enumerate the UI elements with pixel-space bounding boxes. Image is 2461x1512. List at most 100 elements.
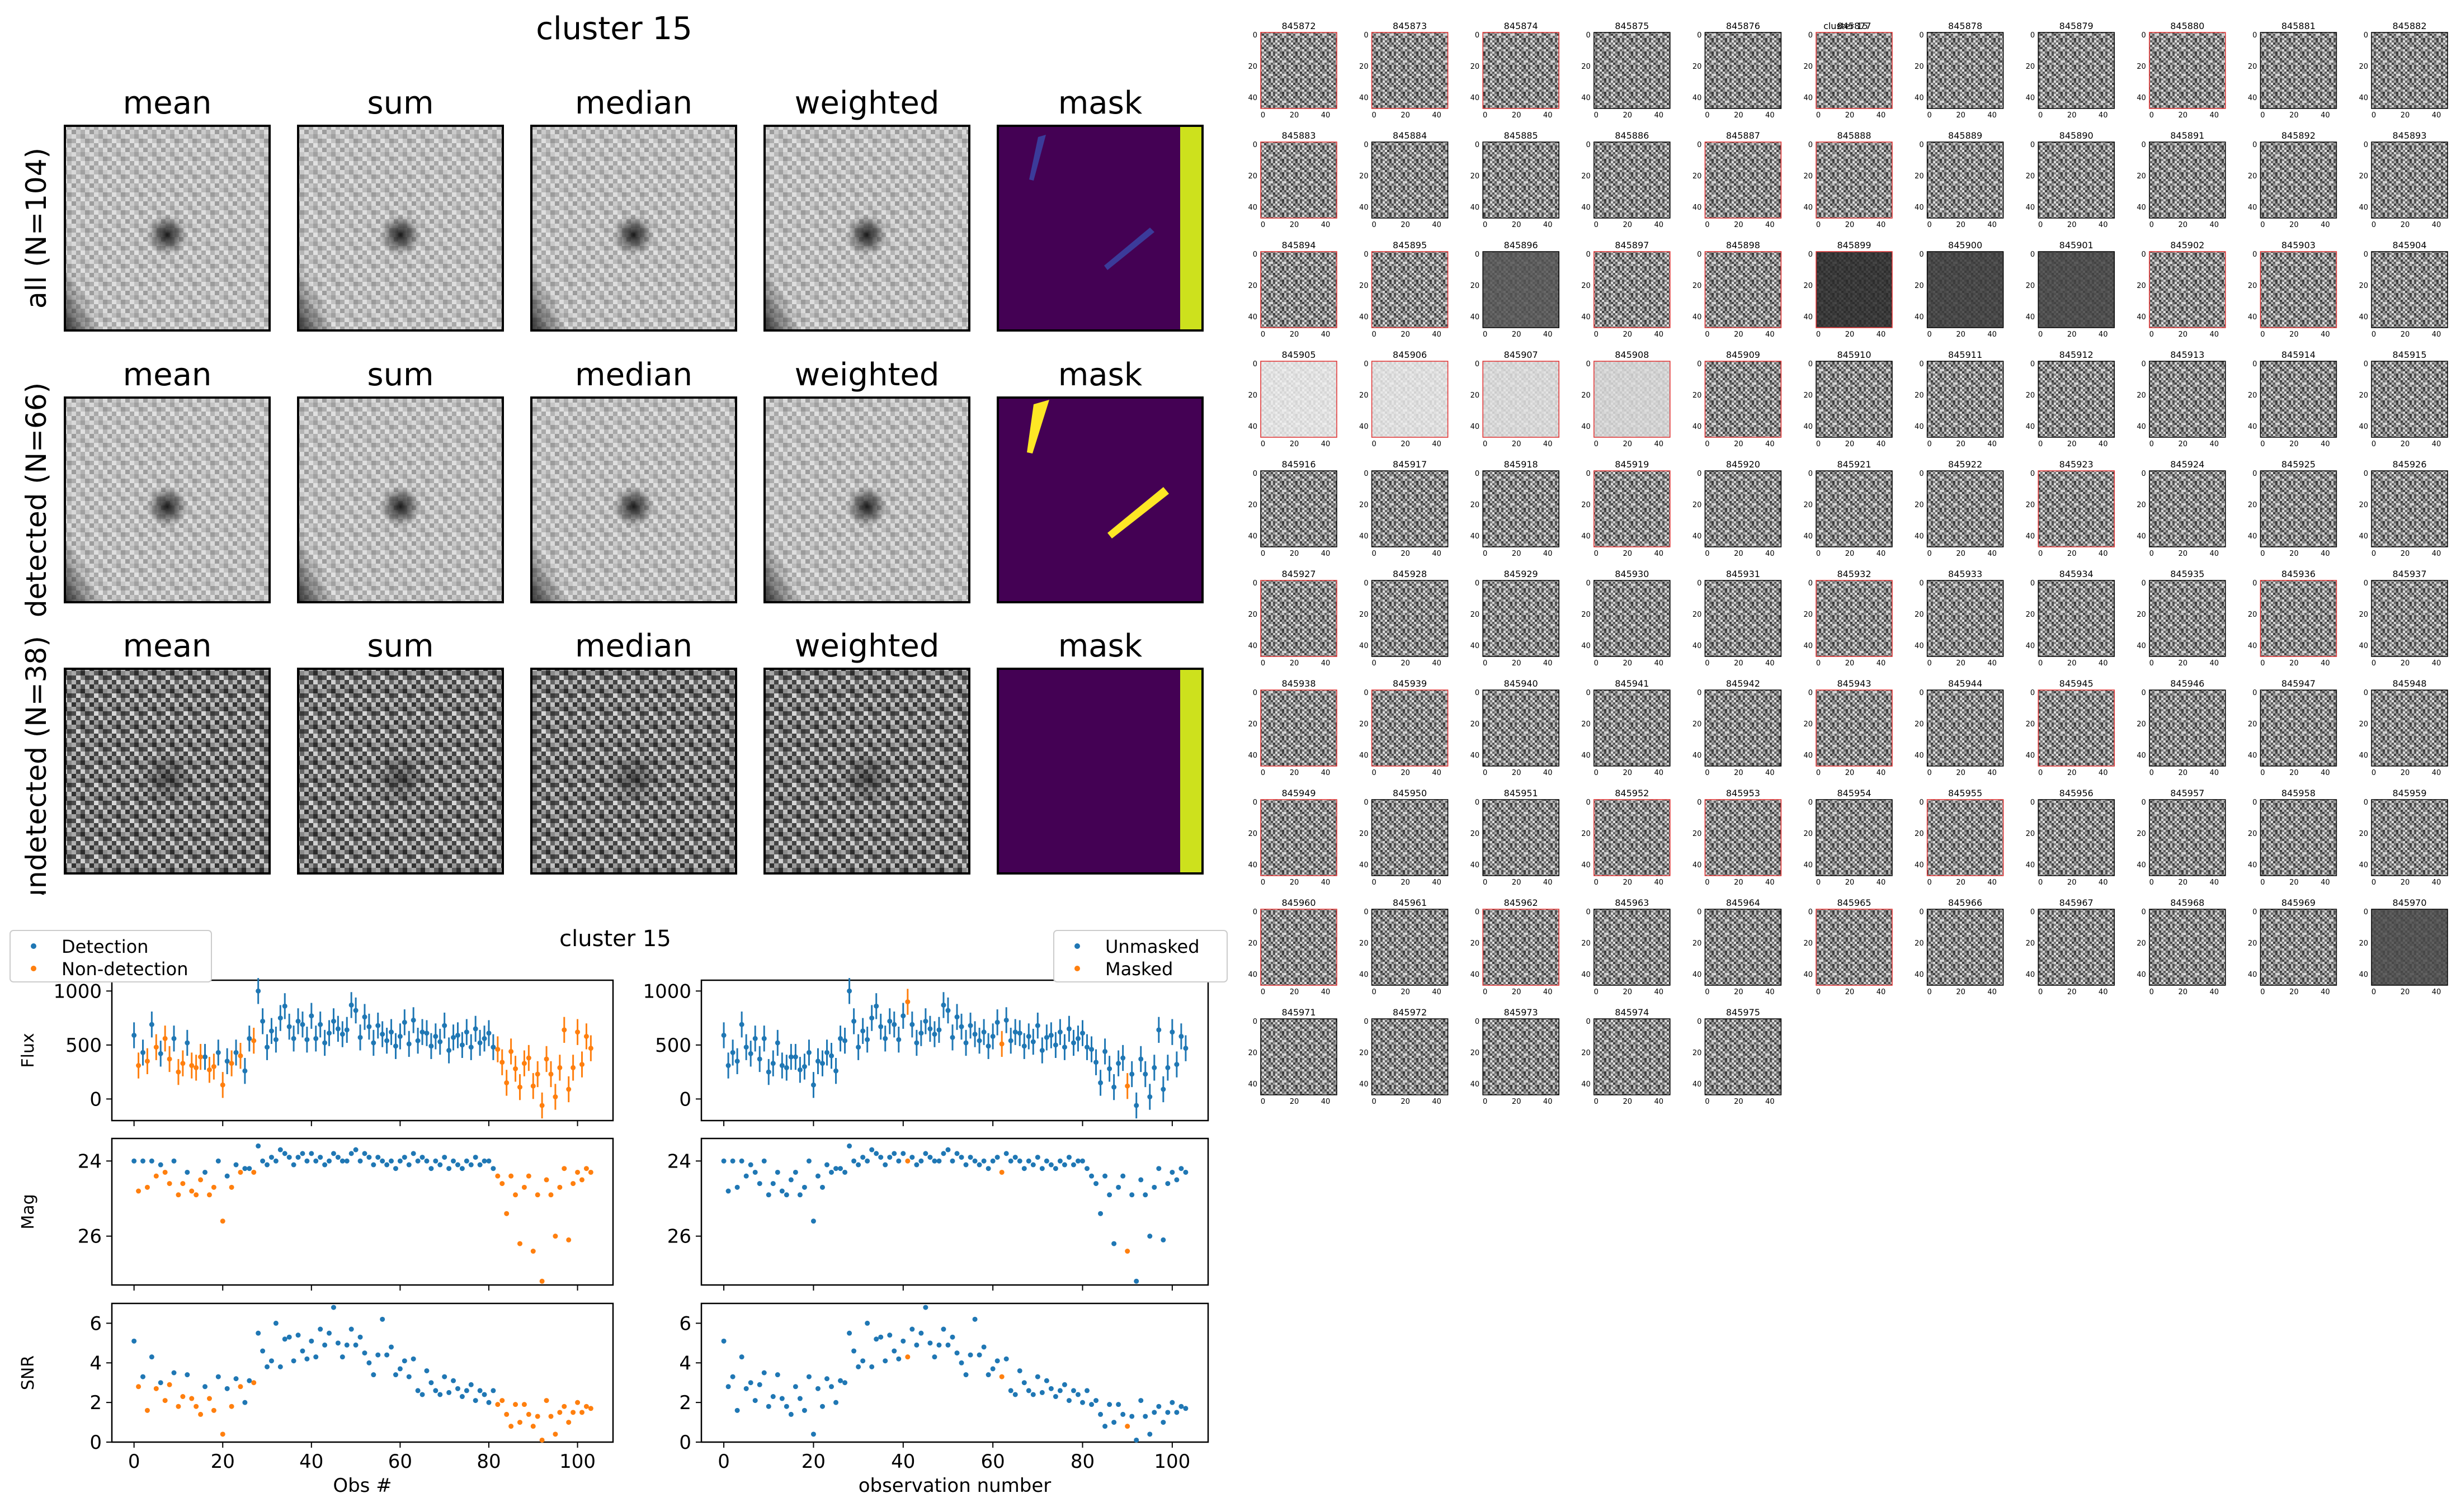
cutout-frame [2371,799,2448,876]
cutout-x-tick: 40 [2321,221,2330,229]
cutout-x-tick: 20 [1734,988,1743,996]
cutout-y-tick: 40 [1915,861,1924,870]
data-point [202,1054,208,1060]
cutout-x-tick: 20 [2179,221,2188,229]
cutout-x-tick: 0 [1705,111,1709,120]
cutout-image [1261,471,1337,547]
cutout-y-tick: 40 [1581,94,1591,102]
cutout-image [2149,471,2226,547]
cutout-x-tick: 40 [1654,221,1664,229]
cutout-y-tick: 0 [1253,579,1257,588]
data-point [972,1316,978,1322]
plot-title: cluster 15 [559,926,671,952]
cutout-x-tick: 40 [2210,878,2219,887]
data-point [575,1029,581,1035]
cutout-x-tick: 0 [2260,550,2265,558]
axes-frame [700,1137,1209,1286]
axes-frame [700,1302,1209,1443]
cutout-y-tick: 40 [1803,971,1813,979]
cutout-x-tick: 0 [2038,769,2043,777]
cutout-image [2149,32,2226,108]
data-point [721,1032,727,1038]
row-label: detected (N=66) [20,382,53,617]
data-point [914,1162,920,1168]
cutout-frame [2371,32,2448,109]
cutout-frame [1704,470,1782,547]
data-point [1012,1155,1018,1160]
cutout-x-tick: 0 [1816,878,1821,887]
cutout-id: 845950 [1393,788,1427,798]
data-point [883,1036,888,1041]
cutout-y-tick: 20 [2137,939,2146,948]
cutout-frame [1371,251,1449,328]
cutout-y-tick: 0 [2364,141,2368,149]
data-point [959,1360,964,1365]
cutout-y-tick: 0 [1919,141,1923,149]
cutout-frame [2038,689,2115,767]
cutout-x-tick: 20 [2289,330,2299,339]
cutout-x-tick: 0 [1927,330,1931,339]
data-point [851,1158,857,1164]
data-point [530,1249,536,1254]
cutout-frame [1482,470,1559,547]
data-point [833,1400,839,1405]
data-point [901,1013,906,1019]
data-point [1071,1388,1076,1393]
cutout-y-tick: 20 [2137,611,2146,619]
cutout-image [2372,142,2448,218]
data-point [544,1177,549,1183]
data-point [180,1394,186,1400]
data-point [362,1350,367,1356]
cutout-image [1705,471,1781,547]
cutout-image [2260,32,2337,108]
corner-shadow [765,541,798,602]
data-point [779,1063,785,1069]
data-point [588,1046,593,1051]
cutout-y-tick: 20 [1692,172,1702,181]
data-point [486,1158,492,1164]
data-point [802,1064,807,1069]
data-point [562,1166,567,1171]
cutout-x-tick: 20 [2067,769,2077,777]
data-point [504,1411,510,1417]
data-point [459,1394,465,1400]
cutout-y-tick: 40 [2026,204,2035,212]
data-point [994,1358,1000,1364]
data-point [482,1392,487,1397]
cutout-y-tick: 20 [1470,391,1480,400]
data-point [486,1400,492,1405]
data-point [211,1407,216,1413]
cutout-y-tick: 0 [1919,31,1923,40]
cutout-x-tick: 40 [1877,769,1886,777]
cutout-x-tick: 0 [1705,988,1709,996]
cutout-x-tick: 0 [1483,221,1487,229]
cutout-id: 845970 [2392,897,2426,908]
data-point [424,1031,430,1036]
cutout-y-tick: 20 [2359,611,2368,619]
data-point [1178,1166,1184,1171]
cutout-frame [1704,141,1782,219]
data-point [318,1022,323,1027]
cutout-y-tick: 0 [1586,1018,1591,1026]
cutout-y-tick: 20 [1248,720,1257,729]
cutout-image [1593,471,1670,547]
data-point [1026,1033,1031,1039]
cutout-id: 845957 [2170,788,2204,798]
cutout-frame [1926,799,2004,876]
data-point [402,1019,407,1025]
data-point [291,1036,296,1041]
cutout-y-tick: 0 [2142,31,2146,40]
data-point [1048,1032,1054,1038]
data-point [224,1386,230,1391]
data-point [784,1404,789,1409]
data-point [761,1036,767,1041]
cutout-id: 845956 [2059,788,2094,798]
data-point [473,1155,478,1160]
cutout-id: 845955 [1948,788,1982,798]
data-point [1120,1055,1126,1061]
